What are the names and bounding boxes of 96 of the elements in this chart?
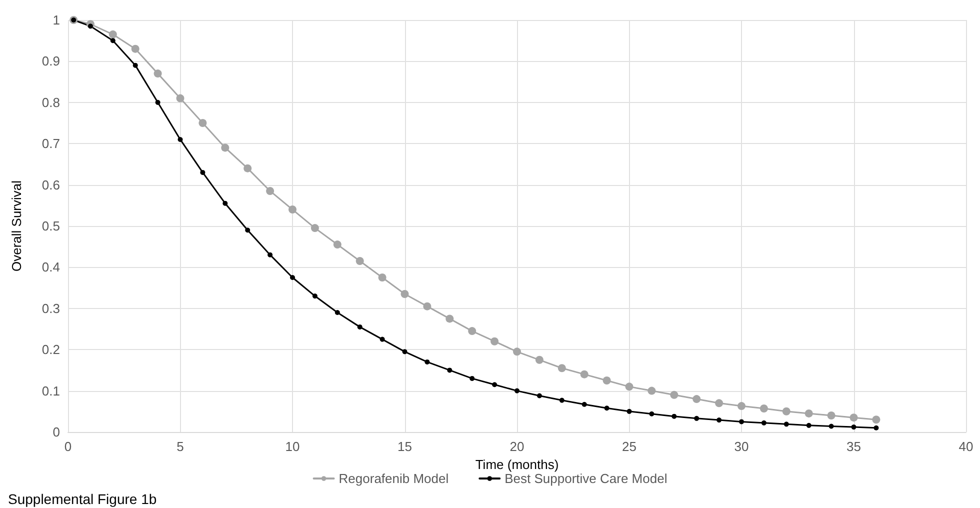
point [872, 416, 880, 424]
x-tick-label: 40 [958, 439, 974, 454]
point [244, 164, 252, 172]
point [582, 402, 587, 407]
point [357, 324, 362, 330]
y-tick-label: 0.8 [42, 94, 60, 110]
x-tick-label: 25 [622, 439, 636, 454]
y-tick-label: 0.9 [42, 54, 60, 69]
point [155, 100, 160, 105]
point [558, 364, 566, 372]
point [268, 252, 273, 258]
point [535, 356, 544, 364]
point [580, 370, 588, 378]
x-axis-title: Time (months) [475, 456, 559, 472]
point [806, 422, 812, 428]
legend-label: Best Supportive Care Model [504, 471, 668, 486]
point [222, 200, 228, 206]
point [176, 94, 184, 102]
point [761, 420, 766, 426]
legend-label: Regorafenib Model [338, 471, 449, 486]
x-tick-label: 0 [64, 439, 72, 454]
point [198, 119, 207, 127]
point [266, 186, 274, 195]
y-tick-label: 0.4 [42, 260, 60, 275]
point [378, 274, 386, 282]
point [356, 257, 364, 266]
point [131, 44, 140, 53]
point [626, 408, 632, 414]
y-tick-label: 0.7 [42, 136, 60, 152]
point [468, 327, 476, 336]
point [108, 30, 117, 38]
y-tick-label: 0.1 [42, 383, 60, 398]
point [288, 206, 296, 214]
y-tick-label: 1 [52, 12, 60, 28]
x-tick-label: 5 [176, 439, 184, 454]
x-tick-label: 10 [285, 439, 300, 454]
point [333, 240, 342, 249]
point [851, 424, 856, 430]
point [738, 402, 746, 410]
point [739, 419, 744, 424]
point [559, 398, 564, 403]
point [132, 62, 138, 68]
point [423, 302, 432, 310]
y-tick-label: 0.2 [42, 342, 60, 358]
point [178, 136, 183, 142]
point [784, 422, 789, 427]
point [827, 412, 836, 420]
x-tick-label: 30 [734, 439, 749, 454]
point [625, 382, 634, 391]
point [424, 359, 430, 364]
point [716, 418, 722, 423]
point [245, 228, 250, 233]
point [649, 411, 654, 416]
point [110, 38, 116, 44]
y-tick-label: 0.5 [42, 218, 60, 234]
point [828, 424, 834, 429]
point [446, 314, 454, 323]
point [470, 376, 475, 381]
text: Supplemental Figure 1b [8, 491, 157, 507]
point [804, 409, 813, 418]
point [400, 290, 409, 298]
point [514, 388, 520, 394]
point [200, 170, 206, 175]
point [602, 376, 611, 384]
point [221, 144, 230, 152]
y-tick-label: 0 [52, 424, 60, 440]
point [850, 414, 858, 422]
point [447, 368, 452, 373]
point [715, 399, 724, 408]
point [760, 404, 768, 413]
y-axis-title: Overall Survival [9, 180, 24, 272]
point [536, 393, 542, 398]
point [513, 348, 521, 356]
point [648, 386, 656, 395]
y-tick-label: 0.3 [42, 300, 60, 316]
x-tick-label: 35 [846, 439, 861, 454]
point [154, 70, 162, 78]
point [694, 416, 700, 421]
point [604, 406, 610, 411]
point [492, 382, 498, 388]
point [290, 275, 295, 280]
point [310, 224, 319, 232]
y-tick-label: 0.6 [42, 177, 60, 192]
x-tick-label: 20 [510, 439, 524, 454]
point [380, 336, 385, 342]
point [670, 390, 678, 399]
x-tick-label: 15 [398, 439, 412, 454]
point [312, 294, 318, 299]
point [490, 337, 499, 346]
point [692, 395, 701, 404]
point [874, 425, 879, 430]
point [782, 407, 790, 416]
point [88, 24, 93, 29]
point [334, 310, 340, 316]
point [672, 414, 677, 419]
point [402, 349, 408, 354]
